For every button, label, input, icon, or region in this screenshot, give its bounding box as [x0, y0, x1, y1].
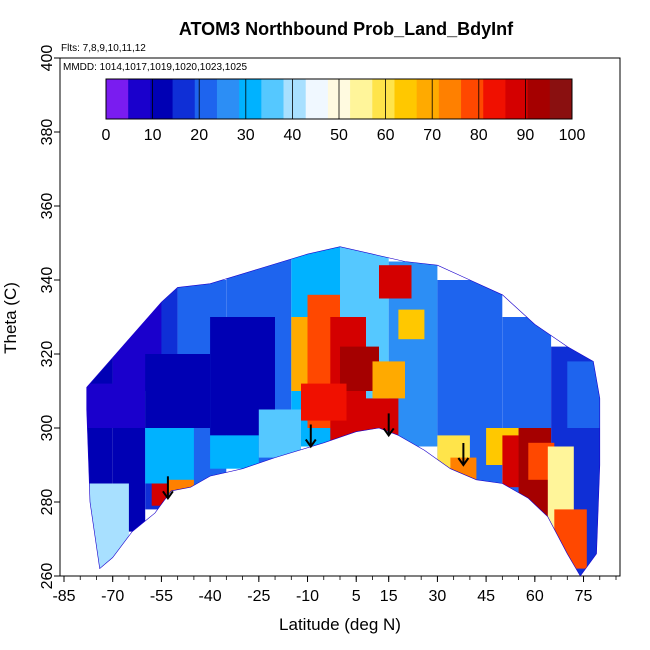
heatmap-cell [145, 354, 211, 428]
colorbar-swatch [438, 79, 462, 119]
arrow-marker [304, 424, 317, 449]
colorbar-swatch [549, 79, 573, 119]
x-axis-label: Latitude (deg N) [279, 615, 401, 634]
arrows-layer [162, 413, 470, 501]
colorbar-tick-label: 100 [559, 127, 586, 144]
chart-subtitle-flights: Flts: 7,8,9,10,11,12 [61, 43, 146, 54]
colorbar-swatch [239, 79, 262, 119]
colorbar-swatch [461, 79, 484, 119]
arrow-head [382, 427, 395, 438]
heatmap-cell [210, 435, 259, 469]
colorbar-swatch [350, 79, 373, 119]
colorbar-tick-label: 70 [423, 127, 441, 144]
y-tick-label: 300 [39, 415, 56, 442]
colorbar-tick-label: 0 [102, 127, 111, 144]
colorbar-tick-label: 10 [144, 127, 162, 144]
arrow-head [457, 457, 470, 467]
chart-subtitle-dates: MMDD: 1014,1017,1019,1020,1023,1025 [63, 62, 247, 73]
x-tick-label: 45 [477, 588, 495, 605]
colorbar-tick-label: 90 [517, 127, 535, 144]
colorbar-tick-label: 40 [284, 127, 302, 144]
y-tick-label: 260 [39, 563, 56, 590]
chart-title: ATOM3 Northbound Prob_Land_BdyInf [179, 19, 514, 39]
x-tick-label: 75 [575, 588, 593, 605]
arrow-marker [162, 476, 174, 501]
colorbar-swatch [372, 79, 395, 119]
y-tick-label: 360 [39, 193, 56, 220]
y-tick-label: 400 [39, 45, 56, 72]
x-tick-label: 30 [429, 588, 447, 605]
heatmap-cell [145, 428, 194, 484]
x-tick-label: 15 [380, 588, 398, 605]
x-tick-label: -25 [247, 588, 270, 605]
colorbar-swatch [194, 79, 218, 119]
y-axis-label: Theta (C) [1, 282, 20, 354]
colorbar-swatch [394, 79, 418, 119]
x-tick-label: -40 [199, 588, 222, 605]
colorbar-swatch [261, 79, 284, 119]
heatmap-cell [301, 383, 347, 421]
x-tick-label: 60 [526, 588, 544, 605]
heatmap-cell [398, 309, 425, 340]
heatmap-cell [567, 361, 600, 428]
y-tick-label: 340 [39, 267, 56, 294]
colorbar-tick-label: 80 [470, 127, 488, 144]
y-axis: 260 280 300 320 340 360 380 400 [39, 45, 60, 590]
heatmap-cell [372, 361, 405, 399]
heatmap-cell [86, 383, 146, 428]
colorbar-swatch [216, 79, 240, 119]
x-tick-label: -70 [101, 588, 124, 605]
y-tick-label: 280 [39, 489, 56, 516]
data-outline [86, 246, 601, 577]
colorbar-swatch [150, 79, 173, 119]
heatmap-cell [258, 409, 301, 458]
colorbar-swatch [106, 79, 129, 119]
colorbar-swatch [527, 79, 551, 119]
colorbar: 0 10 20 30 40 50 60 70 80 90 100 [102, 78, 586, 144]
arrow-marker [457, 443, 470, 467]
colorbar-swatch [283, 79, 307, 119]
heatmap-layer [86, 246, 600, 576]
heatmap-cell [379, 265, 412, 299]
colorbar-swatch [128, 79, 151, 119]
colorbar-swatch [305, 79, 329, 119]
colorbar-swatch [505, 79, 529, 119]
colorbar-tick-label: 60 [377, 127, 395, 144]
y-tick-label: 380 [39, 119, 56, 146]
colorbar-tick-label: 30 [237, 127, 255, 144]
y-tick-label: 320 [39, 341, 56, 368]
colorbar-swatch [172, 79, 196, 119]
x-tick-label: -55 [150, 588, 173, 605]
colorbar-swatch [483, 79, 506, 119]
x-axis: -85 -70 -55 -40 -25 -10 5 15 30 45 60 75 [52, 576, 617, 605]
colorbar-swatch [416, 79, 440, 119]
arrow-head [304, 438, 317, 449]
x-tick-label: -85 [52, 588, 75, 605]
colorbar-tick-label: 50 [330, 127, 348, 144]
arrow-marker [382, 413, 395, 438]
colorbar-tick-label: 20 [190, 127, 208, 144]
x-tick-label: 5 [352, 588, 361, 605]
arrow-head [162, 490, 174, 501]
heatmap-cell [86, 483, 129, 569]
x-tick-label: -10 [296, 588, 319, 605]
